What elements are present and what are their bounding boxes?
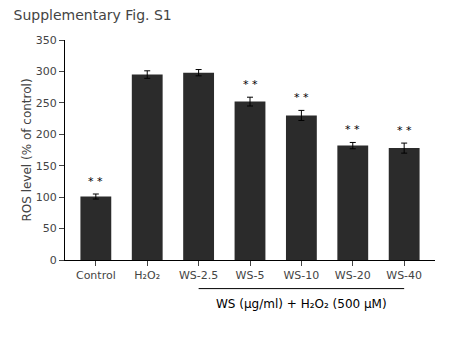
svg-text:* *: * * <box>397 124 412 137</box>
svg-text:* *: * * <box>88 175 103 188</box>
svg-text:WS-40: WS-40 <box>386 269 422 282</box>
svg-text:WS-5: WS-5 <box>236 269 265 282</box>
svg-text:WS (µg/ml) + H₂O₂ (500 µM): WS (µg/ml) + H₂O₂ (500 µM) <box>216 297 387 311</box>
svg-text:WS-10: WS-10 <box>283 269 319 282</box>
svg-text:WS-2.5: WS-2.5 <box>179 269 218 282</box>
svg-text:Control: Control <box>76 269 116 282</box>
svg-text:* *: * * <box>243 78 258 91</box>
svg-text:200: 200 <box>36 128 57 141</box>
svg-text:WS-20: WS-20 <box>335 269 371 282</box>
svg-text:150: 150 <box>36 160 57 173</box>
svg-text:Supplementary Fig. S1: Supplementary Fig. S1 <box>14 7 172 23</box>
svg-text:100: 100 <box>36 191 57 204</box>
svg-text:H₂O₂: H₂O₂ <box>134 269 160 282</box>
svg-text:* *: * * <box>345 123 360 136</box>
svg-text:0: 0 <box>50 254 57 267</box>
svg-text:ROS level (% of control): ROS level (% of control) <box>20 78 34 221</box>
svg-text:* *: * * <box>294 91 309 104</box>
svg-text:300: 300 <box>36 65 57 78</box>
svg-text:350: 350 <box>36 34 57 47</box>
svg-text:250: 250 <box>36 97 57 110</box>
svg-text:50: 50 <box>43 222 57 235</box>
